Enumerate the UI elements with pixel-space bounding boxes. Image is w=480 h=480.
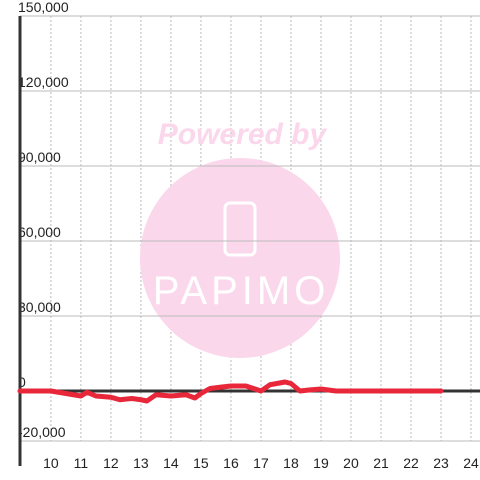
- x-tick-label: 16: [223, 455, 239, 471]
- x-tick-label: 13: [133, 455, 149, 471]
- x-tick-label: 21: [373, 455, 389, 471]
- x-tick-label: 17: [253, 455, 269, 471]
- watermark-circle: [140, 158, 340, 358]
- y-tick-label: 0: [18, 374, 26, 390]
- x-tick-label: 15: [193, 455, 209, 471]
- y-tick-label: 90,000: [18, 149, 61, 165]
- watermark-text: PAPIMO: [153, 269, 330, 313]
- x-tick-label: 12: [103, 455, 119, 471]
- x-tick-label: 18: [283, 455, 299, 471]
- watermark-icon: [223, 201, 257, 257]
- x-tick-label: 19: [313, 455, 329, 471]
- data-line: [17, 379, 444, 404]
- watermark-text: Powered by: [158, 118, 328, 151]
- y-tick-label: -20,000: [18, 424, 66, 440]
- y-tick-label: 30,000: [18, 299, 61, 315]
- x-tick-label: 20: [343, 455, 359, 471]
- y-tick-label: 120,000: [18, 74, 69, 90]
- x-tick-label: 14: [163, 455, 179, 471]
- y-tick-label: 150,000: [18, 0, 69, 15]
- x-tick-label: 11: [74, 455, 89, 471]
- x-tick-label: 23: [433, 455, 449, 471]
- y-tick-label: 60,000: [18, 224, 61, 240]
- x-tick-label: 24: [463, 455, 479, 471]
- x-tick-label: 10: [43, 455, 59, 471]
- x-tick-label: 22: [403, 455, 419, 471]
